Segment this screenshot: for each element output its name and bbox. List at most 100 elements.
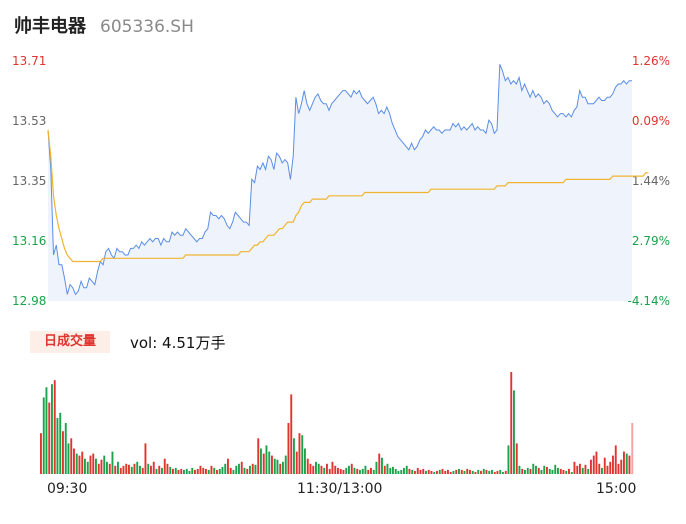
volume-bar: [570, 472, 573, 474]
volume-bar: [548, 468, 551, 474]
volume-bar: [601, 467, 603, 474]
volume-bar: [381, 457, 383, 474]
volume-bar: [447, 469, 449, 474]
volume-bar: [419, 469, 422, 474]
volume-bar: [183, 469, 185, 474]
volume-bar: [579, 463, 581, 474]
volume-bar: [86, 461, 89, 474]
volume-bar: [488, 470, 491, 474]
volume-bar: [397, 470, 400, 474]
volume-bar: [444, 470, 447, 474]
volume-bar: [158, 465, 161, 474]
volume-bar: [56, 417, 59, 474]
volume-bar: [359, 469, 361, 474]
volume-bar: [240, 461, 243, 474]
volume-bar: [565, 470, 568, 474]
volume-bar: [317, 463, 320, 474]
volume-bar: [372, 469, 375, 474]
volume-bar: [122, 465, 125, 474]
stock-code: 605336.SH: [100, 17, 194, 37]
volume-bar: [304, 448, 306, 474]
volume-bar: [493, 472, 496, 474]
volume-bar: [315, 461, 317, 474]
volume-bar: [625, 453, 628, 474]
volume-bar: [581, 467, 584, 474]
volume-bar: [53, 380, 56, 474]
volume-bar: [97, 463, 100, 474]
volume-bar: [367, 469, 370, 474]
volume-bar: [114, 465, 117, 474]
volume-bar: [540, 469, 543, 474]
volume-bar: [298, 433, 301, 474]
volume-bar: [623, 451, 625, 474]
volume-bar: [229, 467, 232, 474]
volume-bar: [188, 470, 191, 474]
volume-bar: [210, 465, 213, 474]
volume-bar: [177, 469, 180, 474]
y-left-tick: 13.16: [12, 234, 47, 248]
volume-bar: [133, 463, 136, 474]
volume-bar: [427, 469, 430, 474]
volume-bar: [449, 472, 452, 474]
volume-bar: [491, 469, 493, 474]
volume-bar: [290, 394, 293, 474]
average-line: [47, 129, 649, 263]
volume-bar: [411, 469, 414, 474]
volume-bar: [213, 467, 216, 474]
volume-bar: [51, 384, 53, 474]
volume-bar: [356, 468, 359, 474]
volume-bar: [576, 465, 579, 474]
volume-bar: [609, 461, 612, 474]
volume-bar: [81, 451, 84, 474]
x-tick: 11:30/13:00: [297, 481, 383, 497]
volume-bar: [166, 463, 169, 474]
volume-bar: [414, 470, 416, 474]
volume-bar: [482, 468, 485, 474]
volume-bar: [40, 433, 42, 474]
volume-bar: [92, 453, 95, 474]
volume-bar: [59, 412, 62, 474]
volume-bar: [606, 465, 609, 474]
volume-bar: [251, 463, 254, 474]
volume-bar: [477, 469, 480, 474]
volume-bar: [78, 455, 81, 474]
volume-bar: [350, 463, 353, 474]
volume-bar: [433, 472, 436, 474]
volume-bar: [403, 467, 405, 474]
volume-bar: [312, 465, 315, 474]
volume-bar: [480, 470, 482, 474]
volume-bar: [584, 464, 587, 474]
volume-bar: [603, 457, 606, 474]
volume-bar: [42, 397, 45, 474]
volume-bar: [334, 465, 337, 474]
volume-bar: [337, 467, 339, 474]
volume-bar: [441, 468, 444, 474]
volume-bar: [370, 467, 372, 474]
volume-bar: [507, 445, 510, 474]
volume-bar: [75, 453, 78, 474]
volume-bar: [232, 469, 235, 474]
header: 帅丰电器 605336.SH: [14, 12, 194, 40]
volume-bar: [205, 468, 207, 474]
volume-bar: [598, 463, 601, 474]
volume-bar: [117, 461, 119, 474]
volume-bar: [499, 469, 502, 474]
volume-bar: [469, 469, 471, 474]
volume-bar: [595, 451, 598, 474]
volume-bar: [163, 458, 166, 474]
volume-bar: [95, 458, 97, 474]
volume-bar: [389, 467, 392, 474]
volume-bar: [466, 468, 469, 474]
volume-bar: [460, 469, 463, 474]
y-right-tick: -2.79%: [627, 234, 670, 248]
volume-bar: [394, 468, 397, 474]
volume-bar: [216, 469, 218, 474]
volume-bar: [320, 465, 323, 474]
volume-bar: [268, 451, 271, 474]
volume-bar: [425, 470, 427, 474]
volume-bar: [111, 451, 114, 474]
volume-bar: [262, 453, 265, 474]
volume-text: vol: 4.51万手: [130, 334, 226, 352]
volume-bar: [202, 467, 205, 474]
volume-bar: [293, 438, 295, 474]
